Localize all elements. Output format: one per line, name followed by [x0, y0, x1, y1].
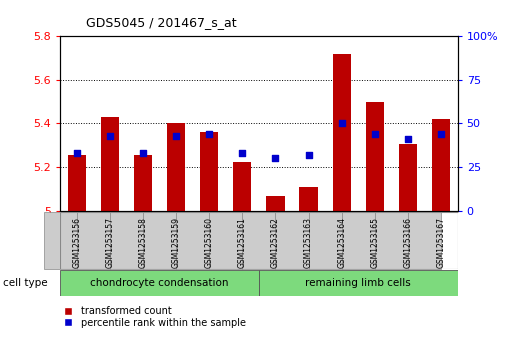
Point: [271, 155, 280, 161]
Text: GSM1253161: GSM1253161: [238, 217, 247, 268]
Text: GSM1253165: GSM1253165: [370, 217, 379, 268]
Bar: [333, 54, 351, 211]
Legend: transformed count, percentile rank within the sample: transformed count, percentile rank withi…: [54, 302, 249, 332]
Bar: [176, 212, 209, 269]
Text: GSM1253166: GSM1253166: [403, 217, 413, 268]
Bar: [342, 212, 375, 269]
Bar: [60, 270, 259, 296]
Bar: [259, 270, 458, 296]
Bar: [266, 196, 285, 211]
Bar: [200, 132, 218, 211]
Text: GSM1253164: GSM1253164: [337, 217, 346, 268]
Bar: [242, 212, 276, 269]
Text: GSM1253163: GSM1253163: [304, 217, 313, 268]
Point: [172, 133, 180, 139]
Bar: [276, 212, 309, 269]
Point: [73, 150, 81, 156]
Text: chondrocyte condensation: chondrocyte condensation: [90, 278, 229, 288]
Bar: [43, 212, 77, 269]
Bar: [300, 187, 317, 211]
Bar: [60, 212, 458, 269]
Text: GSM1253157: GSM1253157: [105, 217, 115, 268]
Text: remaining limb cells: remaining limb cells: [305, 278, 411, 288]
Point: [437, 131, 445, 137]
Bar: [375, 212, 408, 269]
Bar: [432, 119, 450, 211]
Text: GSM1253159: GSM1253159: [172, 217, 180, 268]
Bar: [77, 212, 110, 269]
Point: [238, 150, 246, 156]
Point: [337, 121, 346, 126]
Bar: [101, 117, 119, 211]
Text: GDS5045 / 201467_s_at: GDS5045 / 201467_s_at: [86, 16, 237, 29]
Point: [371, 131, 379, 137]
Bar: [134, 155, 152, 211]
Bar: [399, 144, 417, 211]
Text: GSM1253160: GSM1253160: [204, 217, 214, 268]
Text: cell type: cell type: [3, 278, 47, 288]
Point: [106, 133, 114, 139]
Text: GSM1253167: GSM1253167: [437, 217, 446, 268]
Text: GSM1253158: GSM1253158: [139, 217, 147, 268]
Bar: [167, 123, 185, 211]
Point: [205, 131, 213, 137]
Bar: [67, 155, 86, 211]
Point: [139, 150, 147, 156]
Bar: [143, 212, 176, 269]
Bar: [408, 212, 441, 269]
Text: GSM1253162: GSM1253162: [271, 217, 280, 268]
Bar: [366, 102, 384, 211]
Bar: [309, 212, 342, 269]
Bar: [209, 212, 242, 269]
Bar: [110, 212, 143, 269]
Text: GSM1253156: GSM1253156: [72, 217, 81, 268]
Bar: [233, 162, 252, 211]
Point: [404, 136, 412, 142]
Point: [304, 152, 313, 158]
